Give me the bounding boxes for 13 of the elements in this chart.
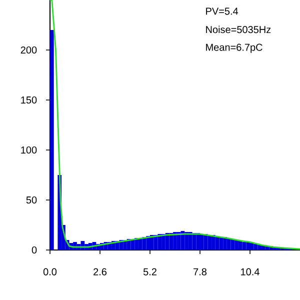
y-tick-label: 100	[21, 146, 37, 154]
annotation: Mean=6.7pC	[206, 44, 262, 53]
annotation: PV=5.4	[206, 8, 238, 15]
y-tick-label: 50	[26, 196, 37, 204]
x-tick-label: 2.6	[94, 268, 107, 276]
y-tick-label: 0	[32, 246, 37, 254]
x-tick-label: 10.4	[241, 268, 260, 276]
annotation: Noise=5035Hz	[206, 26, 271, 34]
y-tick-label: 200	[20, 46, 37, 54]
x-tick-label: 7.8	[194, 268, 207, 276]
x-tick-label: 5.2	[143, 268, 156, 276]
y-tick-label: 150	[21, 96, 37, 104]
x-tick-label: 0.0	[43, 268, 57, 276]
